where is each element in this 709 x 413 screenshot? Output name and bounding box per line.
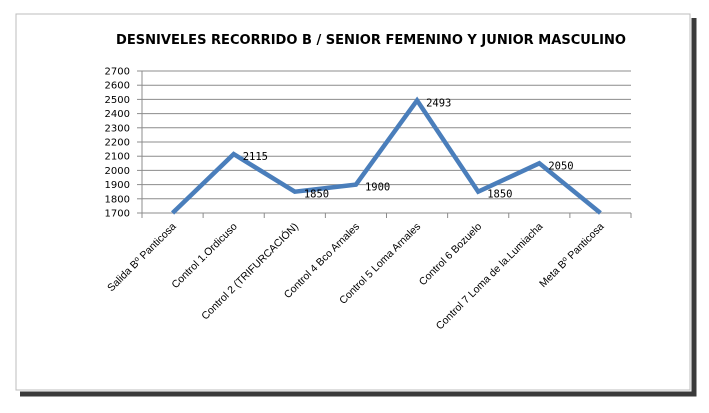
y-tick-label: 2500 [105,95,130,106]
y-tick-label: 2300 [105,123,130,134]
frame-shadow [20,18,697,397]
y-tick-label: 2400 [105,109,130,120]
data-label: 1850 [304,189,329,201]
chart-title: DESNIVELES RECORRIDO B / SENIOR FEMENINO… [116,33,626,48]
y-tick-label: 2100 [105,152,130,163]
y-tick-label: 1900 [105,180,130,191]
data-labels: 2115 1850 1900 2493 1850 2050 [243,97,574,200]
y-axis-ticks: 1700 1800 1900 2000 2100 2200 2300 2400 2500 2600… [105,67,142,220]
data-label: 2115 [243,151,268,163]
gridlines [141,70,631,214]
y-tick-label: 2000 [105,166,130,177]
y-tick-label: 1800 [105,194,130,205]
series-line-group [171,96,602,215]
y-tick-label: 1700 [105,209,130,220]
frame-border [15,13,691,391]
data-label: 2493 [426,97,451,109]
data-label: 1900 [365,182,390,194]
data-label: 2050 [548,160,573,172]
y-tick-label: 2600 [105,81,130,92]
data-label: 1850 [487,189,512,201]
y-tick-label: 2200 [105,138,130,149]
y-tick-label: 2700 [105,67,130,78]
series-line [171,96,602,215]
